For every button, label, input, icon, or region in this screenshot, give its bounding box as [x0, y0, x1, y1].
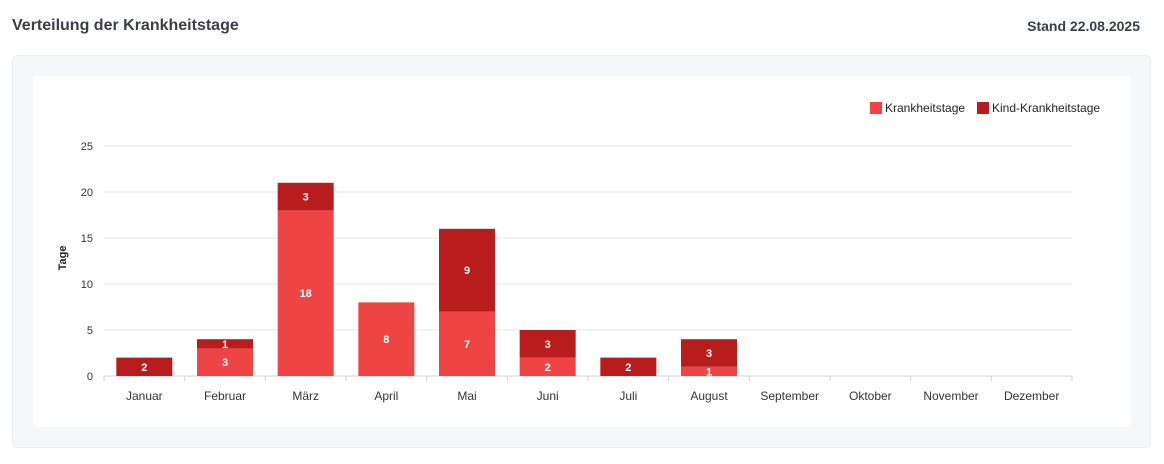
data-label: 2	[141, 362, 147, 374]
data-label: 9	[464, 265, 470, 277]
x-tick-label: Juli	[619, 389, 637, 403]
bar-kind-krankheitstage	[600, 357, 657, 376]
data-label: 18	[300, 288, 312, 300]
y-tick-label: 25	[81, 141, 93, 153]
y-tick-label: 5	[87, 325, 93, 337]
x-tick-label: September	[760, 389, 819, 403]
x-tick-label: Juni	[537, 389, 559, 403]
bar-kind-krankheitstage	[197, 339, 253, 349]
bar-kind-krankheitstage	[439, 228, 495, 312]
x-tick-label: Dezember	[1004, 389, 1059, 403]
x-tick-label: November	[923, 389, 978, 403]
bar-krankheitstage	[197, 348, 253, 376]
x-tick-label: Februar	[204, 389, 246, 403]
data-label: 2	[625, 362, 631, 374]
legend-label: Kind-Krankheitstage	[992, 101, 1100, 115]
x-tick-label: August	[690, 389, 728, 403]
legend-swatch	[977, 102, 989, 114]
bar-krankheitstage	[439, 311, 495, 376]
bar-kind-krankheitstage	[277, 182, 334, 211]
bar-krankheitstage	[519, 357, 576, 376]
data-label: 1	[706, 366, 712, 378]
x-tick-label: Oktober	[849, 389, 892, 403]
data-label: 3	[303, 192, 309, 204]
data-label: 3	[706, 348, 712, 360]
data-label: 2	[545, 362, 551, 374]
bar-kind-krankheitstage	[116, 357, 173, 376]
bar-kind-krankheitstage	[519, 330, 576, 358]
bar-krankheitstage	[277, 210, 334, 376]
legend-swatch	[870, 102, 882, 114]
data-label: 3	[545, 339, 551, 351]
x-tick-label: April	[374, 389, 398, 403]
data-label: 7	[464, 339, 470, 351]
y-tick-label: 0	[87, 371, 93, 383]
y-tick-label: 20	[81, 187, 93, 199]
data-label: 8	[383, 334, 389, 346]
stand-date: Stand 22.08.2025	[1027, 18, 1140, 34]
bar-krankheitstage	[358, 302, 415, 376]
bar-krankheitstage	[681, 366, 737, 376]
y-axis-title: Tage	[57, 246, 69, 271]
y-tick-label: 15	[81, 233, 93, 245]
x-tick-label: März	[292, 389, 319, 403]
x-tick-label: Mai	[457, 389, 476, 403]
data-label: 1	[222, 339, 228, 351]
page-title: Verteilung der Krankheitstage	[12, 17, 239, 34]
legend-label: Krankheitstage	[885, 101, 965, 115]
y-tick-label: 10	[81, 279, 93, 291]
data-label: 3	[222, 357, 228, 369]
bar-kind-krankheitstage	[681, 339, 737, 367]
x-tick-label: Januar	[126, 389, 163, 403]
